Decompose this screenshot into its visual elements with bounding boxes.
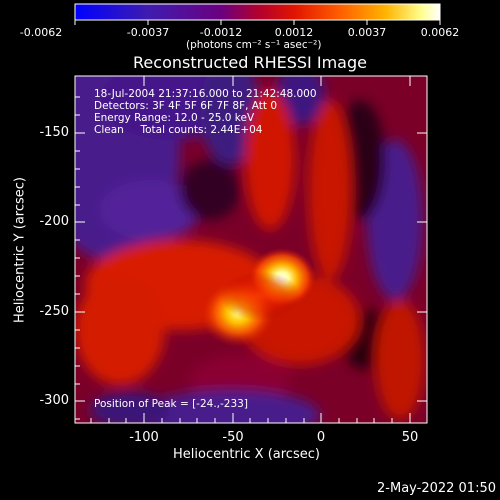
info-energy-range: Energy Range: 12.0 - 25.0 keV — [94, 112, 255, 124]
y-tick-label: -150 — [39, 125, 69, 140]
y-tick-label: -300 — [39, 393, 69, 408]
x-tick-label: -50 — [222, 430, 244, 445]
colorbar-unit-label: (photons cm⁻² s⁻¹ asec⁻²) — [186, 39, 322, 51]
x-axis-ticks — [90, 76, 411, 423]
plot-frame — [74, 75, 428, 424]
peak-position-label: Position of Peak = [-24.,-233] — [94, 398, 248, 410]
info-clean-counts: Clean Total counts: 2.44E+04 — [94, 124, 263, 136]
y-axis-title: Heliocentric Y (arcsec) — [12, 177, 28, 323]
colorbar-tick-label: 0.0062 — [420, 26, 460, 39]
colorbar-tick-label: 0.0037 — [347, 26, 387, 39]
x-tick-label: 50 — [401, 430, 419, 445]
colorbar-tick-label: -0.0062 — [19, 26, 63, 39]
y-axis-ticks — [75, 96, 427, 420]
x-axis-title: Heliocentric X (arcsec) — [173, 447, 320, 462]
colorbar — [74, 3, 441, 25]
x-tick-label: -100 — [129, 430, 159, 445]
colorbar-gradient — [74, 3, 441, 21]
chart-title: Reconstructed RHESSI Image — [133, 53, 367, 72]
info-time-range: 18-Jul-2004 21:37:16.000 to 21:42:48.000 — [94, 88, 317, 100]
y-tick-label: -200 — [39, 214, 69, 229]
x-tick-label: 0 — [316, 430, 326, 445]
colorbar-tick-label: -0.0037 — [126, 26, 170, 39]
heatmap-image — [75, 76, 427, 423]
info-detectors: Detectors: 3F 4F 5F 6F 7F 8F, Att 0 — [94, 100, 278, 112]
y-tick-label: -250 — [39, 304, 69, 319]
colorbar-tick-label: 0.0012 — [274, 26, 314, 39]
footer-timestamp: 2-May-2022 01:50 — [377, 481, 496, 496]
colorbar-tick-label: -0.0012 — [199, 26, 243, 39]
